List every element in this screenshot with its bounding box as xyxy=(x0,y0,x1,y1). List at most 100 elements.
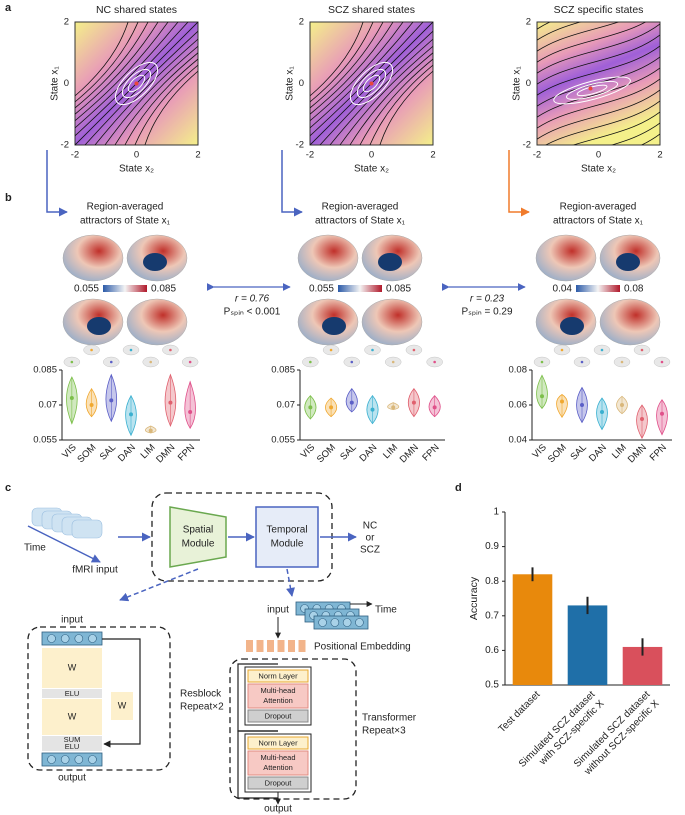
violin-median xyxy=(370,407,375,412)
attractor-center xyxy=(134,81,139,86)
w-block xyxy=(42,648,102,688)
streamline xyxy=(537,67,660,118)
streamline xyxy=(537,45,660,96)
violin-median xyxy=(540,394,544,399)
streamline xyxy=(537,22,621,52)
cell-node xyxy=(74,755,84,764)
label: SAL xyxy=(568,442,588,462)
cell xyxy=(313,615,369,630)
label: 0.055 xyxy=(271,435,295,446)
streamline xyxy=(114,52,198,145)
label: Region-averaged xyxy=(322,202,399,213)
label: attractors of State x₁ xyxy=(315,216,406,227)
label: 0.085 xyxy=(33,365,57,376)
label: 0.06 xyxy=(509,400,528,411)
label: Temporal xyxy=(266,525,307,536)
label: 0 xyxy=(64,78,69,89)
streamline xyxy=(359,58,433,145)
label: 0 xyxy=(526,78,531,89)
label: DMN xyxy=(154,442,177,465)
brain xyxy=(361,298,423,346)
streamline xyxy=(94,38,198,145)
streamline xyxy=(75,22,179,129)
streamlines xyxy=(75,22,198,145)
pos-embedding xyxy=(277,640,285,652)
label: Time xyxy=(24,543,46,554)
label: 0.9 xyxy=(485,541,499,552)
label: -2 xyxy=(523,140,531,151)
label: SCZ shared states xyxy=(328,4,415,16)
violin-median xyxy=(560,399,564,404)
violin-median xyxy=(168,400,173,405)
label: output xyxy=(264,804,292,815)
label: Repeat×2 xyxy=(180,702,224,713)
violin-median xyxy=(640,417,644,421)
cell-node xyxy=(355,618,364,627)
pos-embedding xyxy=(256,640,264,652)
violin-median xyxy=(411,400,416,405)
streamline xyxy=(537,34,660,85)
violin-median xyxy=(600,410,604,414)
mini-brain-dot xyxy=(309,360,312,364)
streamline xyxy=(144,70,198,145)
streamline xyxy=(310,22,394,115)
label: DAN xyxy=(357,442,379,464)
pos-embedding xyxy=(267,640,274,652)
brain-medial xyxy=(322,317,346,335)
label: 0.055 xyxy=(74,284,99,295)
streamline xyxy=(75,22,189,137)
streamline xyxy=(84,30,198,145)
time-arrow xyxy=(27,525,101,563)
mini-brain-dot xyxy=(391,360,395,364)
violin-median xyxy=(129,412,133,417)
phase-background xyxy=(536,21,661,146)
label: Multi-head xyxy=(260,753,295,762)
label: Region-averaged xyxy=(87,202,164,213)
attractor-center xyxy=(369,81,374,86)
dropout-layer xyxy=(247,709,309,723)
attractor-contour xyxy=(356,68,387,99)
label: FPN xyxy=(420,442,441,463)
streamline xyxy=(349,52,433,145)
label: SOM xyxy=(75,442,98,465)
mini-brain-dot xyxy=(90,348,93,352)
label: NC xyxy=(363,521,377,532)
label: 0.04 xyxy=(553,284,573,295)
label: output xyxy=(58,773,86,784)
label: -2 xyxy=(533,150,541,161)
mini-brain-dot xyxy=(560,348,564,352)
streamline xyxy=(310,22,384,109)
mini-brain-dot xyxy=(329,348,333,352)
skip-connection xyxy=(102,638,141,748)
attractor-contour xyxy=(114,61,159,106)
label: SCZ xyxy=(360,545,380,556)
mini-brain-dot xyxy=(350,360,354,364)
cell-node xyxy=(88,755,97,764)
label: attractors of State x₁ xyxy=(80,216,171,227)
cell-node xyxy=(47,755,56,764)
streamline xyxy=(310,22,364,97)
label: b xyxy=(5,192,12,204)
label: 0.08 xyxy=(624,284,644,295)
label: State x₁ xyxy=(512,66,523,101)
streamline xyxy=(75,22,169,122)
streamlines xyxy=(537,22,660,145)
streamline xyxy=(537,78,660,129)
streamline xyxy=(124,58,198,145)
label: State x₂ xyxy=(581,164,616,175)
label: Region-averaged xyxy=(560,202,637,213)
label: Test dataset xyxy=(497,689,543,735)
spatial-module xyxy=(169,506,227,568)
pos-embedding xyxy=(288,640,295,652)
flow-arrow xyxy=(46,150,68,217)
label: fMRI input xyxy=(72,565,118,576)
brain-medial xyxy=(378,253,402,271)
brain xyxy=(126,298,188,346)
cell-node xyxy=(60,634,70,643)
label: 2 xyxy=(299,17,304,28)
label: -2 xyxy=(61,140,69,151)
streamline xyxy=(75,22,149,109)
label: ELU xyxy=(65,742,80,751)
label: DAN xyxy=(587,442,609,464)
violin-median xyxy=(349,400,354,405)
